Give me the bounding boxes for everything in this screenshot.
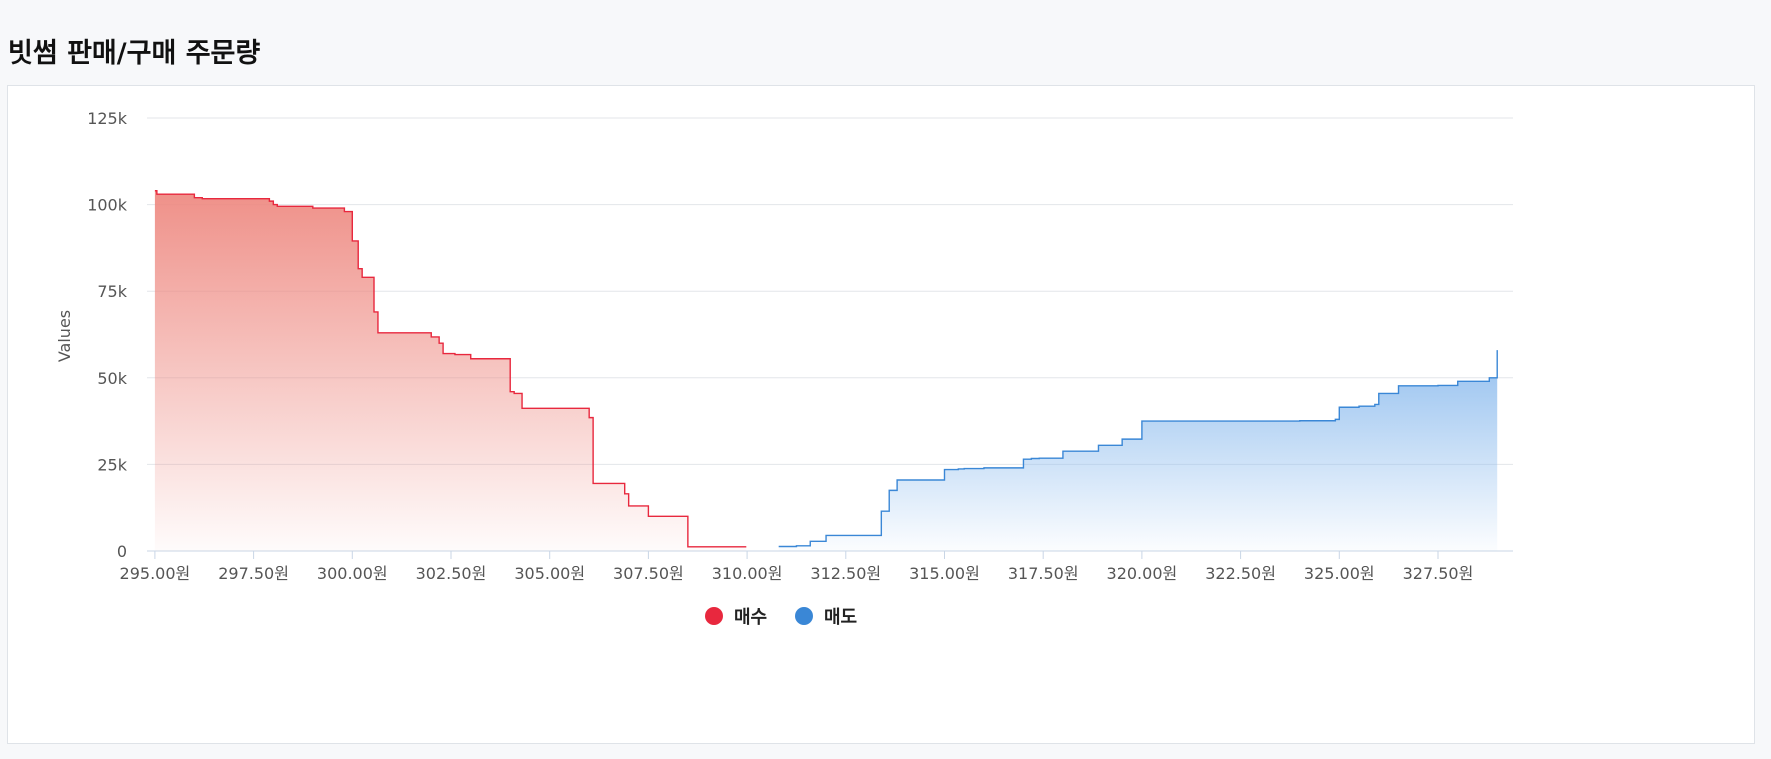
y-axis-title: Values	[55, 310, 74, 362]
legend-marker	[705, 607, 723, 625]
x-tick-label: 317.50원	[1008, 564, 1079, 583]
y-tick-label: 50k	[97, 369, 127, 388]
x-tick-label: 307.50원	[613, 564, 684, 583]
y-axis: 0 25k 50k 75k 100k 125k	[87, 109, 128, 561]
legend-item-buy[interactable]: 매수	[705, 607, 767, 628]
x-tick-label: 300.00원	[317, 564, 388, 583]
x-tick-label: 310.00원	[712, 564, 783, 583]
y-tick-label: 125k	[87, 109, 128, 128]
legend: 매수 매도	[705, 607, 857, 628]
legend-label: 매도	[824, 607, 857, 628]
x-tick-label: 305.00원	[514, 564, 585, 583]
y-tick-label: 75k	[97, 282, 127, 301]
page-title: 빗썸 판매/구매 주문량	[8, 38, 261, 69]
x-axis: 295.00원 297.50원 300.00원 302.50원 305.00원 307.5…	[120, 551, 1474, 583]
y-tick-label: 100k	[87, 196, 128, 215]
series-area-buy	[154, 190, 747, 551]
x-tick-label: 322.50원	[1205, 564, 1276, 583]
x-tick-label: 327.50원	[1403, 564, 1474, 583]
series-layer	[154, 190, 1498, 551]
legend-label: 매수	[734, 607, 767, 628]
legend-item-sell[interactable]: 매도	[795, 607, 857, 628]
legend-marker	[795, 607, 813, 625]
x-tick-label: 302.50원	[416, 564, 487, 583]
order-depth-chart: 0 25k 50k 75k 100k 125k 295.00원 297.50원 300.00원…	[55, 109, 1513, 628]
x-tick-label: 315.00원	[909, 564, 980, 583]
series-line-sell[interactable]	[778, 350, 1498, 548]
series-line-buy[interactable]	[154, 190, 747, 548]
x-tick-label: 325.00원	[1304, 564, 1375, 583]
series-area-sell	[778, 350, 1498, 551]
y-tick-label: 25k	[97, 455, 127, 474]
x-tick-label: 320.00원	[1107, 564, 1178, 583]
chart-card: 0 25k 50k 75k 100k 125k 295.00원 297.50원 300.00원…	[7, 85, 1755, 744]
x-tick-label: 295.00원	[120, 564, 191, 583]
x-tick-label: 312.50원	[810, 564, 881, 583]
y-tick-label: 0	[117, 542, 127, 561]
x-tick-label: 297.50원	[218, 564, 289, 583]
